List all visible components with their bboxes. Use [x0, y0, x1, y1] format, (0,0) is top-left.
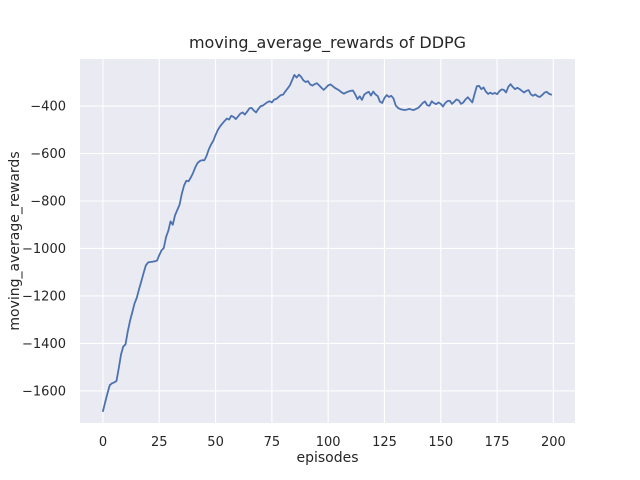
x-tick-label: 100 — [316, 435, 341, 450]
chart-title: moving_average_rewards of DDPG — [188, 33, 467, 52]
y-tick-label: −400 — [30, 100, 66, 115]
y-tick-label: −1000 — [22, 242, 66, 257]
x-tick-label: 175 — [485, 435, 510, 450]
reward-line — [102, 73, 553, 413]
y-axis-label: moving_average_rewards — [7, 151, 23, 331]
x-tick-label: 200 — [541, 435, 566, 450]
y-tick-label: −1200 — [22, 289, 66, 304]
x-tick-label: 25 — [151, 435, 168, 450]
y-tick-label: −600 — [30, 147, 66, 162]
x-tick-label: 50 — [207, 435, 224, 450]
plot-background — [80, 59, 575, 423]
x-tick-label: 125 — [372, 435, 397, 450]
y-tick-label: −1600 — [22, 384, 66, 399]
x-axis-label: episodes — [296, 450, 359, 466]
y-tick-label: −800 — [30, 194, 66, 209]
y-tick-label: −1400 — [22, 337, 66, 352]
x-tick-label: 0 — [99, 435, 107, 450]
x-tick-label: 150 — [428, 435, 453, 450]
x-tick-label: 75 — [264, 435, 281, 450]
